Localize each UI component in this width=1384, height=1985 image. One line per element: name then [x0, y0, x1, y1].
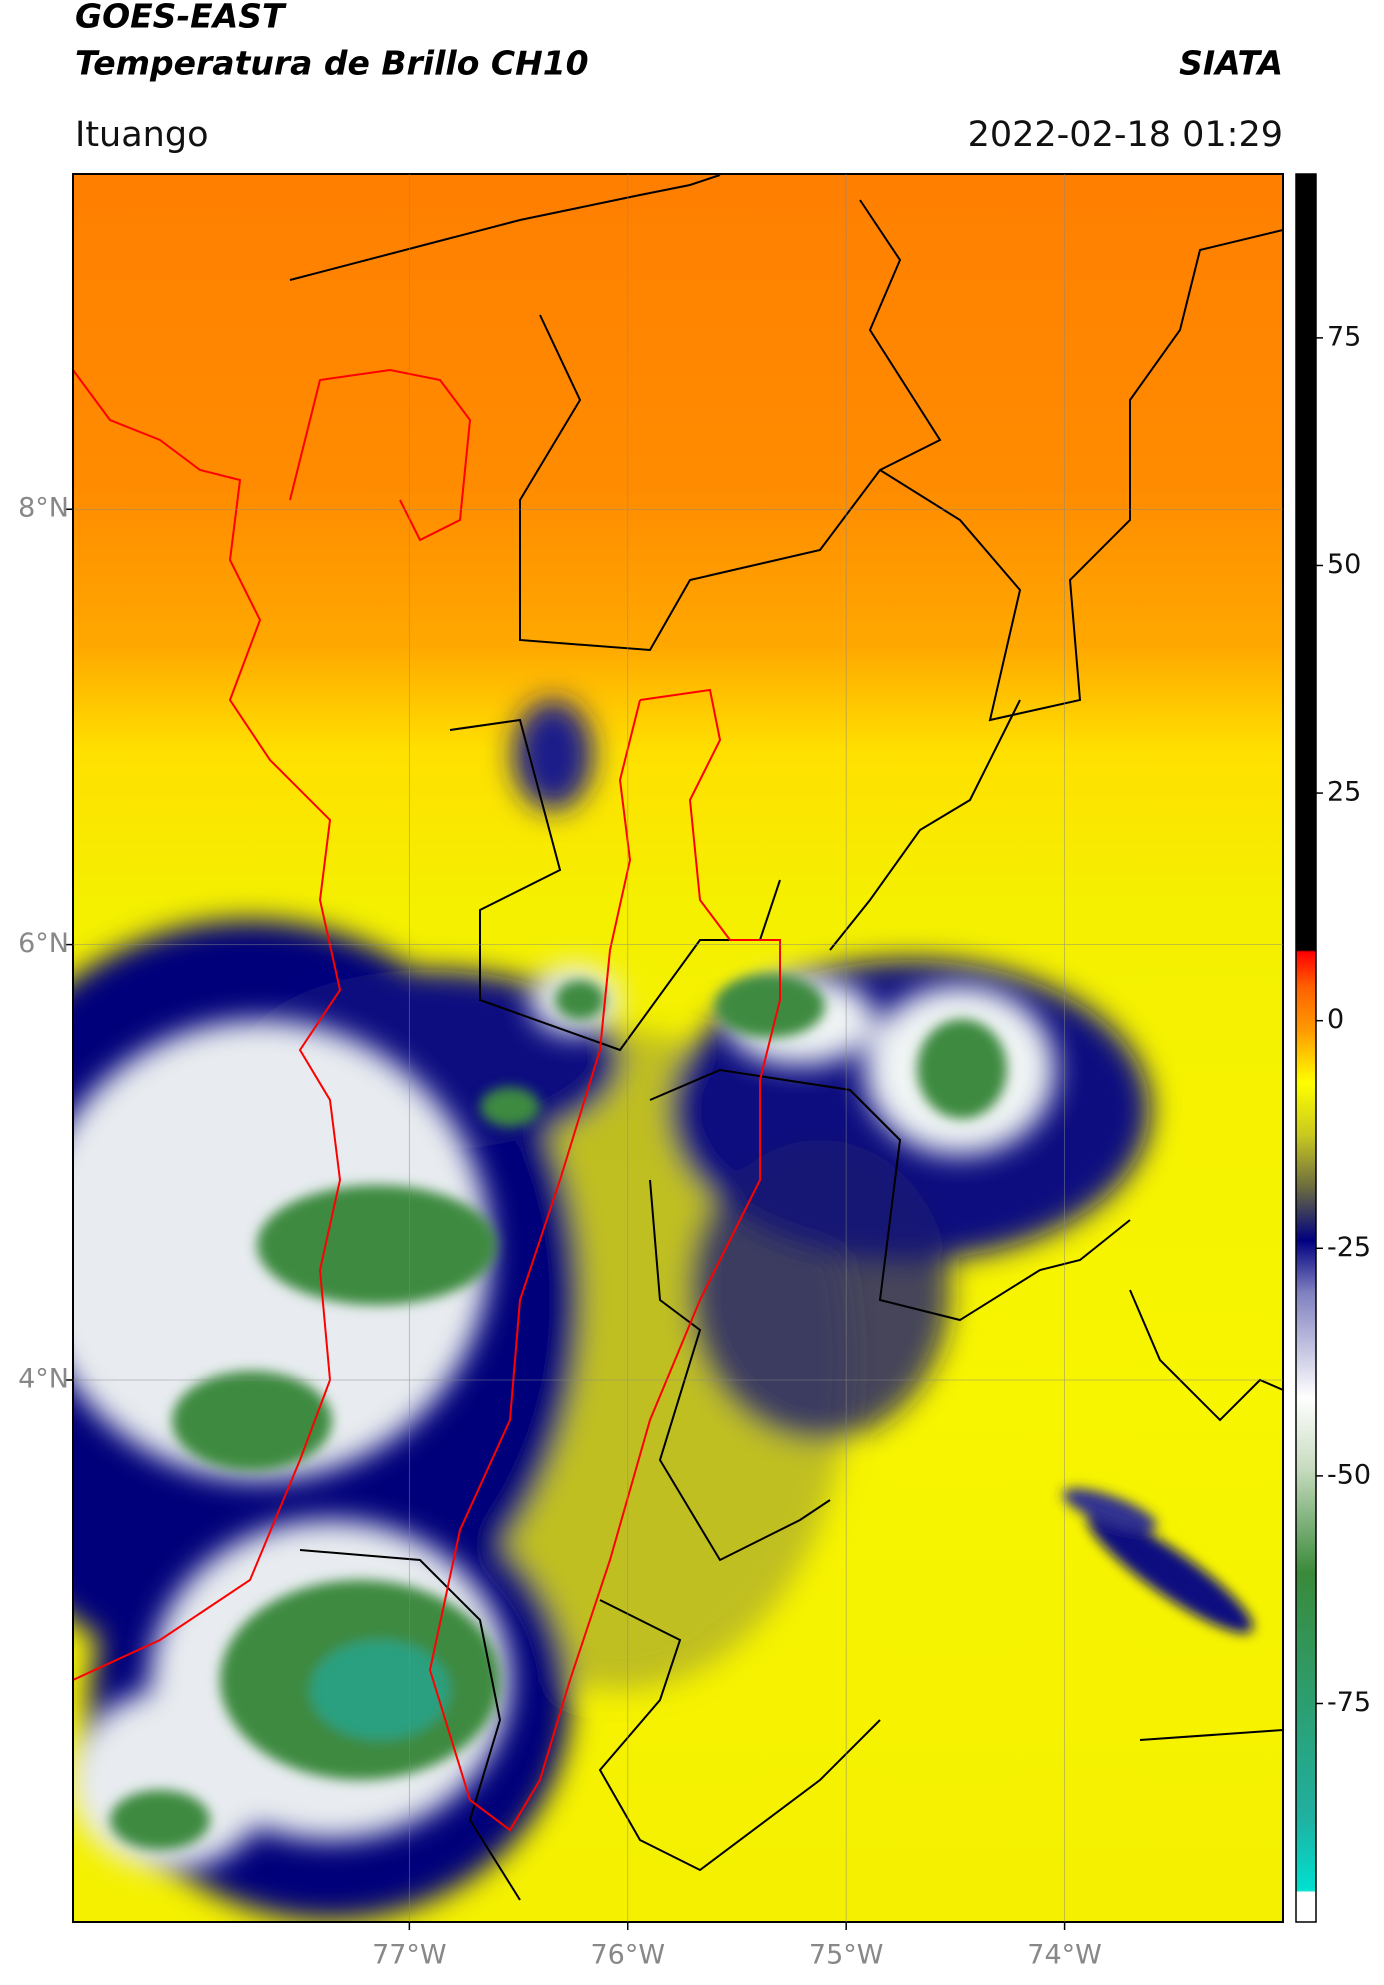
- colorbar: [1295, 173, 1317, 1923]
- lat-tick-label: 6°N: [18, 928, 69, 959]
- colorbar-tick-label: -50: [1327, 1459, 1371, 1490]
- lat-tick-label: 8°N: [18, 493, 69, 524]
- lon-tick-label: 75°W: [809, 1940, 884, 1971]
- lon-tick-label: 74°W: [1027, 1940, 1102, 1971]
- lon-tick-label: 77°W: [372, 1940, 447, 1971]
- colorbar-tick-label: -25: [1327, 1232, 1371, 1263]
- lat-tick-label: 4°N: [18, 1363, 69, 1394]
- title: GOES-EAST: [75, 0, 287, 36]
- source: SIATA: [1179, 44, 1283, 83]
- colorbar-tick-label: 0: [1327, 1004, 1344, 1035]
- colorbar-tick-label: -75: [1327, 1687, 1371, 1718]
- location: Ituango: [75, 115, 209, 155]
- colorbar-tick-label: 25: [1327, 777, 1361, 808]
- subtitle: Temperatura de Brillo CH10: [75, 44, 589, 83]
- satellite-image: [73, 174, 1283, 1922]
- lon-tick-label: 76°W: [590, 1940, 665, 1971]
- colorbar-tick-label: 75: [1327, 321, 1361, 352]
- datetime: 2022-02-18 01:29: [968, 115, 1283, 155]
- colorbar-tick-label: 50: [1327, 549, 1361, 580]
- map-frame: [72, 173, 1284, 1923]
